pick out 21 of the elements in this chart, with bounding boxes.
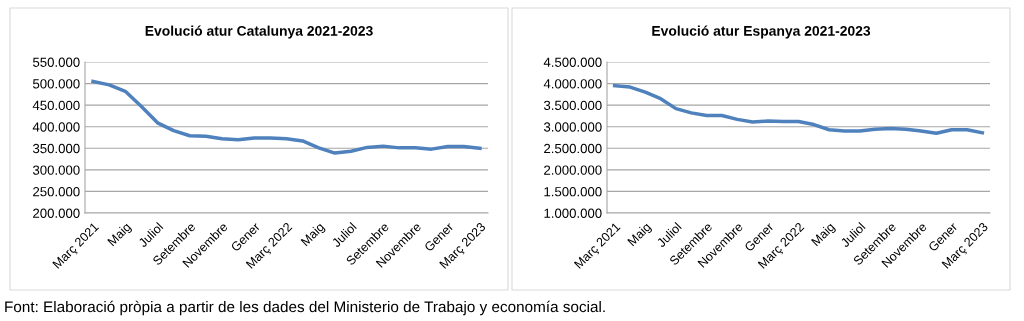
y-tick-label: 2.000.000 (544, 165, 602, 175)
text: Font: Elaboració pròpia a partir de les dades del Ministerio de Trabajo y economía social. (5, 300, 605, 316)
y-tick-label: 500.000 (32, 79, 80, 89)
y-tick-label: 400.000 (32, 122, 80, 132)
y-tick-label: 550.000 (32, 57, 80, 67)
y-tick-label: 200.000 (33, 208, 80, 218)
chart-title: Evolució atur Espanya 2021-2023 (652, 25, 871, 39)
y-tick-label: 250.000 (33, 187, 80, 197)
y-tick-label: 300.000 (32, 165, 80, 175)
y-tick-label: 1.500.000 (544, 187, 602, 197)
y-tick-label: 1.000.000 (544, 208, 602, 218)
y-tick-label: 3.500.000 (543, 100, 602, 111)
y-tick-label: 2.500.000 (544, 143, 602, 154)
y-tick-label: 4.000.000 (543, 79, 602, 89)
chart-title: Evolució atur Catalunya 2021-2023 (145, 25, 373, 39)
y-tick-label: 350.000 (32, 143, 80, 154)
y-tick-label: 4.500.000 (543, 57, 602, 67)
y-tick-label: 450.000 (32, 100, 80, 111)
line-series (91, 79, 482, 155)
y-tick-label: 3.000.000 (543, 122, 602, 132)
line-series (612, 83, 985, 135)
